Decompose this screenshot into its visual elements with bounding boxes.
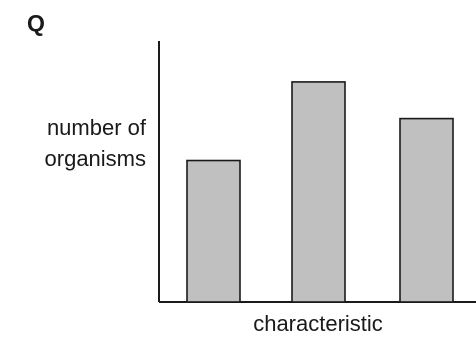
bar-2 (291, 81, 346, 303)
bar-3 (399, 117, 454, 303)
x-axis-label: characteristic (253, 311, 383, 336)
bar-1 (186, 159, 241, 303)
y-axis-label-line-2: organisms (44, 146, 146, 171)
bars-group (186, 81, 454, 303)
chart-title: Q (27, 10, 45, 36)
y-axis-label: number of organisms (0, 112, 146, 174)
y-axis-label-line-1: number of (46, 115, 146, 140)
